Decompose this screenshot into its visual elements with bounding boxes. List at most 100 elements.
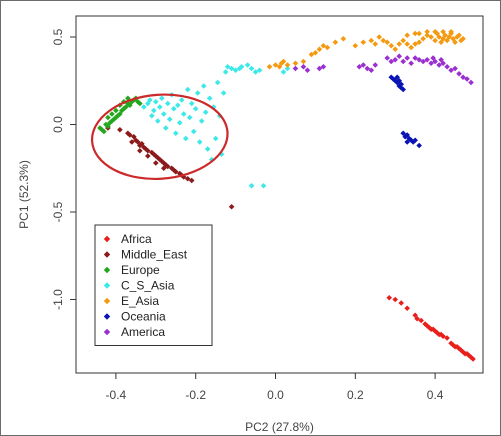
x-tick-label: -0.2 bbox=[185, 388, 206, 402]
point-america bbox=[468, 79, 474, 86]
point-c-s-asia bbox=[174, 102, 181, 109]
legend-label-europe: Europe bbox=[121, 263, 160, 277]
point-c-s-asia bbox=[248, 65, 255, 72]
point-c-s-asia bbox=[156, 104, 163, 110]
legend-label-e-asia: E_Asia bbox=[121, 294, 159, 308]
point-e-asia bbox=[388, 42, 395, 49]
point-c-s-asia bbox=[238, 63, 245, 70]
point-c-s-asia bbox=[248, 182, 255, 189]
point-america bbox=[388, 58, 395, 65]
point-africa bbox=[414, 315, 420, 322]
point-e-asia bbox=[440, 28, 446, 35]
point-africa bbox=[422, 321, 428, 327]
point-oceania bbox=[416, 142, 422, 149]
point-america bbox=[400, 58, 406, 65]
point-oceania bbox=[396, 83, 403, 89]
point-e-asia bbox=[292, 60, 299, 67]
point-e-asia bbox=[340, 35, 347, 42]
point-e-asia bbox=[420, 35, 426, 42]
point-c-s-asia bbox=[182, 135, 189, 142]
point-c-s-asia bbox=[172, 130, 179, 137]
point-c-s-asia bbox=[160, 111, 167, 117]
legend-label-c-s-asia: C_S_Asia bbox=[121, 279, 175, 293]
point-c-s-asia bbox=[145, 100, 151, 107]
point-america bbox=[424, 56, 430, 63]
point-middle-east bbox=[160, 165, 167, 172]
point-america bbox=[364, 65, 371, 72]
point-c-s-asia bbox=[224, 63, 231, 70]
point-e-asia bbox=[416, 30, 422, 37]
point-africa bbox=[444, 335, 450, 341]
point-c-s-asia bbox=[214, 79, 221, 86]
point-e-asia bbox=[456, 32, 462, 39]
point-e-asia bbox=[432, 37, 438, 44]
point-e-asia bbox=[384, 39, 391, 46]
point-africa bbox=[434, 329, 440, 336]
legend-label-america: America bbox=[121, 325, 165, 339]
point-c-s-asia bbox=[220, 90, 227, 96]
point-europe bbox=[129, 98, 135, 105]
point-c-s-asia bbox=[204, 146, 211, 152]
point-africa bbox=[392, 296, 399, 303]
point-c-s-asia bbox=[178, 97, 185, 103]
point-e-asia bbox=[392, 46, 399, 53]
point-c-s-asia bbox=[188, 100, 195, 107]
point-c-s-asia bbox=[260, 182, 267, 189]
point-e-asia bbox=[450, 35, 456, 42]
point-america bbox=[404, 55, 410, 61]
x-tick-label: 0.2 bbox=[347, 388, 364, 402]
point-c-s-asia bbox=[154, 118, 161, 124]
point-america bbox=[408, 60, 414, 67]
point-africa bbox=[460, 349, 466, 355]
point-e-asia bbox=[442, 32, 448, 39]
point-e-asia bbox=[412, 30, 418, 37]
point-c-s-asia bbox=[158, 95, 165, 102]
point-c-s-asia bbox=[186, 114, 193, 121]
point-e-asia bbox=[408, 44, 414, 51]
point-oceania bbox=[412, 137, 418, 144]
point-africa bbox=[404, 305, 410, 312]
point-e-asia bbox=[278, 60, 285, 67]
point-c-s-asia bbox=[141, 104, 147, 110]
point-america bbox=[436, 62, 442, 68]
point-c-s-asia bbox=[170, 105, 177, 112]
point-e-asia bbox=[404, 32, 410, 39]
point-e-asia bbox=[416, 39, 422, 46]
legend-marker-c-s-asia bbox=[103, 282, 111, 289]
point-c-s-asia bbox=[200, 83, 207, 89]
point-middle-east bbox=[137, 147, 143, 154]
x-tick-label: -0.4 bbox=[106, 388, 127, 402]
point-america bbox=[412, 55, 418, 61]
point-c-s-asia bbox=[228, 65, 235, 72]
point-africa bbox=[470, 356, 476, 362]
point-c-s-asia bbox=[252, 69, 259, 75]
legend-label-oceania: Oceania bbox=[121, 310, 166, 324]
y-tick-label: 0.0 bbox=[51, 116, 65, 133]
point-europe bbox=[137, 100, 143, 107]
point-africa bbox=[418, 317, 424, 324]
point-america bbox=[304, 67, 311, 74]
point-e-asia bbox=[404, 41, 410, 47]
point-america bbox=[368, 67, 375, 74]
point-middle-east bbox=[164, 163, 171, 170]
point-c-s-asia bbox=[153, 98, 159, 105]
point-c-s-asia bbox=[176, 119, 183, 126]
point-america bbox=[440, 60, 446, 67]
point-middle-east bbox=[172, 168, 179, 175]
point-e-asia bbox=[284, 62, 291, 68]
point-c-s-asia bbox=[192, 105, 199, 112]
point-middle-east bbox=[117, 126, 123, 133]
point-middle-east bbox=[129, 139, 135, 145]
y-tick-label: -1.0 bbox=[51, 289, 65, 310]
x-tick-label: 0.0 bbox=[267, 388, 284, 402]
point-europe bbox=[135, 98, 141, 105]
legend-label-middle-east: Middle_East bbox=[121, 248, 188, 262]
point-c-s-asia bbox=[151, 107, 157, 114]
point-e-asia bbox=[444, 37, 450, 44]
point-e-asia bbox=[380, 37, 387, 44]
point-middle-east bbox=[153, 160, 159, 166]
point-america bbox=[430, 55, 436, 61]
point-c-s-asia bbox=[164, 100, 171, 107]
point-america bbox=[320, 63, 327, 70]
